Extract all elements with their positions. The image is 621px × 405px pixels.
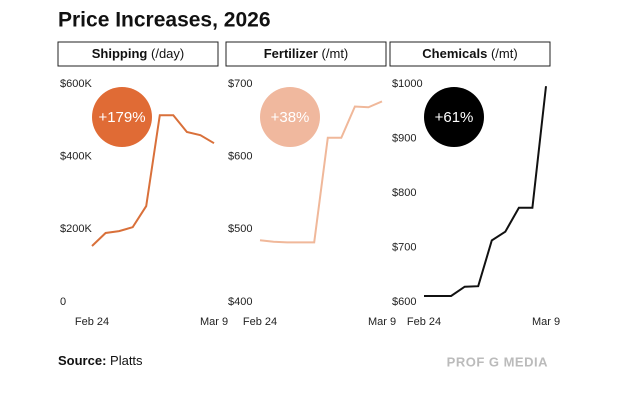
panel-header <box>389 41 551 67</box>
line <box>259 100 383 244</box>
y-tick-label: $600K <box>60 78 92 90</box>
y-tick-label: $900 <box>392 132 416 144</box>
page-title: Price Increases, 2026 <box>58 9 271 32</box>
panel-name: Shipping <box>92 46 148 61</box>
source: Source: Platts <box>58 353 143 368</box>
panel-unit: (/day) <box>151 46 184 61</box>
source-label: Source: <box>58 353 106 368</box>
badge <box>92 87 152 147</box>
y-tick-label: 0 <box>60 296 66 308</box>
badge-label: +38% <box>271 109 310 126</box>
panel-title: Fertilizer (/mt) <box>264 46 349 61</box>
badge-label: +179% <box>98 109 145 126</box>
panel-unit: (/mt) <box>491 46 518 61</box>
badge <box>260 87 320 147</box>
panel-title: Chemicals (/mt) <box>422 46 517 61</box>
panel-header <box>225 41 387 67</box>
y-tick-label: $800 <box>392 187 416 199</box>
line <box>91 114 215 247</box>
line <box>424 86 547 297</box>
y-tick-label: $1000 <box>392 78 423 90</box>
badge <box>424 87 484 147</box>
y-tick-label: $700 <box>228 78 252 90</box>
y-tick-label: $400 <box>228 296 252 308</box>
panel-header <box>57 41 219 67</box>
y-tick-label: $600 <box>228 151 252 163</box>
y-tick-label: $200K <box>60 223 92 235</box>
brand: PROF G MEDIA <box>447 354 548 369</box>
source-text: Platts <box>110 353 143 368</box>
x-tick-label: Feb 24 <box>407 316 441 328</box>
x-tick-label: Feb 24 <box>243 316 277 328</box>
panel-unit: (/mt) <box>322 46 349 61</box>
y-tick-label: $700 <box>392 241 416 253</box>
panel-name: Fertilizer <box>264 46 318 61</box>
x-tick-label: Mar 9 <box>200 316 228 328</box>
x-tick-label: Feb 24 <box>75 316 109 328</box>
y-tick-label: $500 <box>228 223 252 235</box>
x-tick-label: Mar 9 <box>532 316 560 328</box>
panel-name: Chemicals <box>422 46 487 61</box>
y-tick-label: $600 <box>392 296 416 308</box>
badge-label: +61% <box>435 109 474 126</box>
y-tick-label: $400K <box>60 151 92 163</box>
panel-title: Shipping (/day) <box>92 46 184 61</box>
x-tick-label: Mar 9 <box>368 316 396 328</box>
